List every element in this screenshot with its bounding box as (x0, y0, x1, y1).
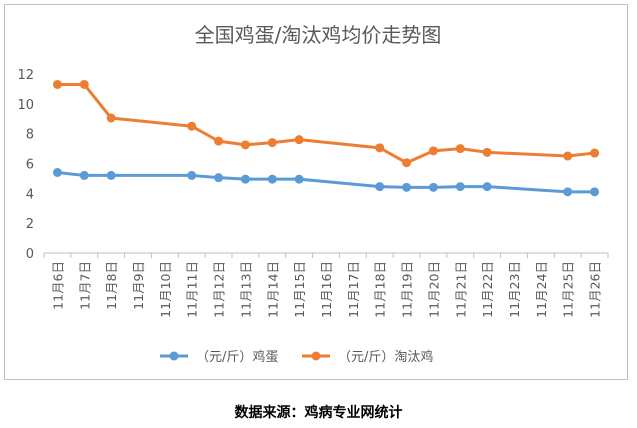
data-point (240, 140, 250, 150)
x-axis: 11月6日 11月7日 11月8日 11月9日 11月10日 11月11日 11月12日 11… (43, 252, 609, 318)
y-tick-label: 10 (17, 98, 34, 113)
data-point (267, 174, 277, 184)
data-point (563, 151, 573, 161)
data-point (402, 182, 412, 192)
x-tick-label: 11月13日 (238, 261, 253, 318)
data-point (482, 147, 492, 157)
x-tick-label: 11月20日 (426, 261, 441, 318)
x-tick-label: 11月17日 (346, 261, 361, 318)
legend-marker (311, 351, 321, 361)
x-tick-label: 11月18日 (373, 261, 388, 318)
chart-frame (4, 4, 628, 380)
x-tick-label: 11月8日 (104, 261, 119, 310)
data-point (79, 170, 89, 180)
data-point (563, 187, 573, 197)
x-tick-label: 11月24日 (534, 261, 549, 318)
data-point (106, 170, 116, 180)
data-point (375, 143, 385, 153)
legend: （元/斤）鸡蛋 （元/斤）淘汰鸡 (160, 349, 433, 365)
x-tick-label: 11月6日 (50, 261, 65, 310)
y-tick-label: 6 (26, 158, 34, 173)
data-point (52, 79, 62, 89)
y-tick-label: 12 (17, 68, 34, 83)
x-tick-label: 11月16日 (319, 261, 334, 318)
data-point (106, 113, 116, 123)
x-tick-label: 11月23日 (507, 261, 522, 318)
legend-marker (169, 351, 179, 361)
x-tick-label: 11月22日 (480, 261, 495, 318)
legend-label: （元/斤）鸡蛋 (196, 349, 278, 365)
y-axis: 0 2 4 6 8 10 12 (17, 68, 34, 262)
data-point (187, 170, 197, 180)
data-point (294, 135, 304, 145)
y-tick-label: 8 (26, 128, 34, 143)
x-tick-label: 11月21日 (453, 261, 468, 318)
y-tick-label: 2 (26, 217, 34, 232)
data-point (428, 146, 438, 156)
data-point (294, 174, 304, 184)
x-tick-label: 11月10日 (158, 261, 173, 318)
data-point (428, 182, 438, 192)
data-point (455, 182, 465, 192)
x-tick-label: 11月19日 (400, 261, 415, 318)
x-tick-label: 11月26日 (588, 261, 603, 318)
x-tick-label: 11月9日 (131, 261, 146, 310)
x-tick-label: 11月11日 (185, 261, 200, 318)
y-tick-label: 4 (26, 187, 34, 202)
data-point (214, 173, 224, 183)
data-point (187, 121, 197, 131)
data-point (52, 167, 62, 177)
x-tick-label: 11月25日 (561, 261, 576, 318)
data-point (590, 187, 600, 197)
data-point (482, 182, 492, 192)
data-point (455, 144, 465, 154)
data-point (240, 174, 250, 184)
source-note: 数据来源：鸡病专业网统计 (234, 405, 403, 421)
data-point (402, 158, 412, 168)
series-line-0 (57, 170, 595, 194)
x-tick-label: 11月12日 (212, 261, 227, 318)
x-tick-label: 11月14日 (265, 261, 280, 318)
data-point (375, 182, 385, 192)
legend-label: （元/斤）淘汰鸡 (338, 349, 433, 365)
y-tick-label: 0 (26, 247, 34, 262)
data-point (267, 138, 277, 148)
x-tick-label: 11月15日 (292, 261, 307, 318)
series-line-1 (57, 82, 595, 165)
data-point (79, 79, 89, 89)
data-point (590, 148, 600, 158)
series-layer (52, 79, 600, 197)
chart-title: 全国鸡蛋/淘汰鸡均价走势图 (195, 23, 442, 47)
x-tick-label: 11月7日 (77, 261, 92, 310)
data-point (214, 136, 224, 146)
